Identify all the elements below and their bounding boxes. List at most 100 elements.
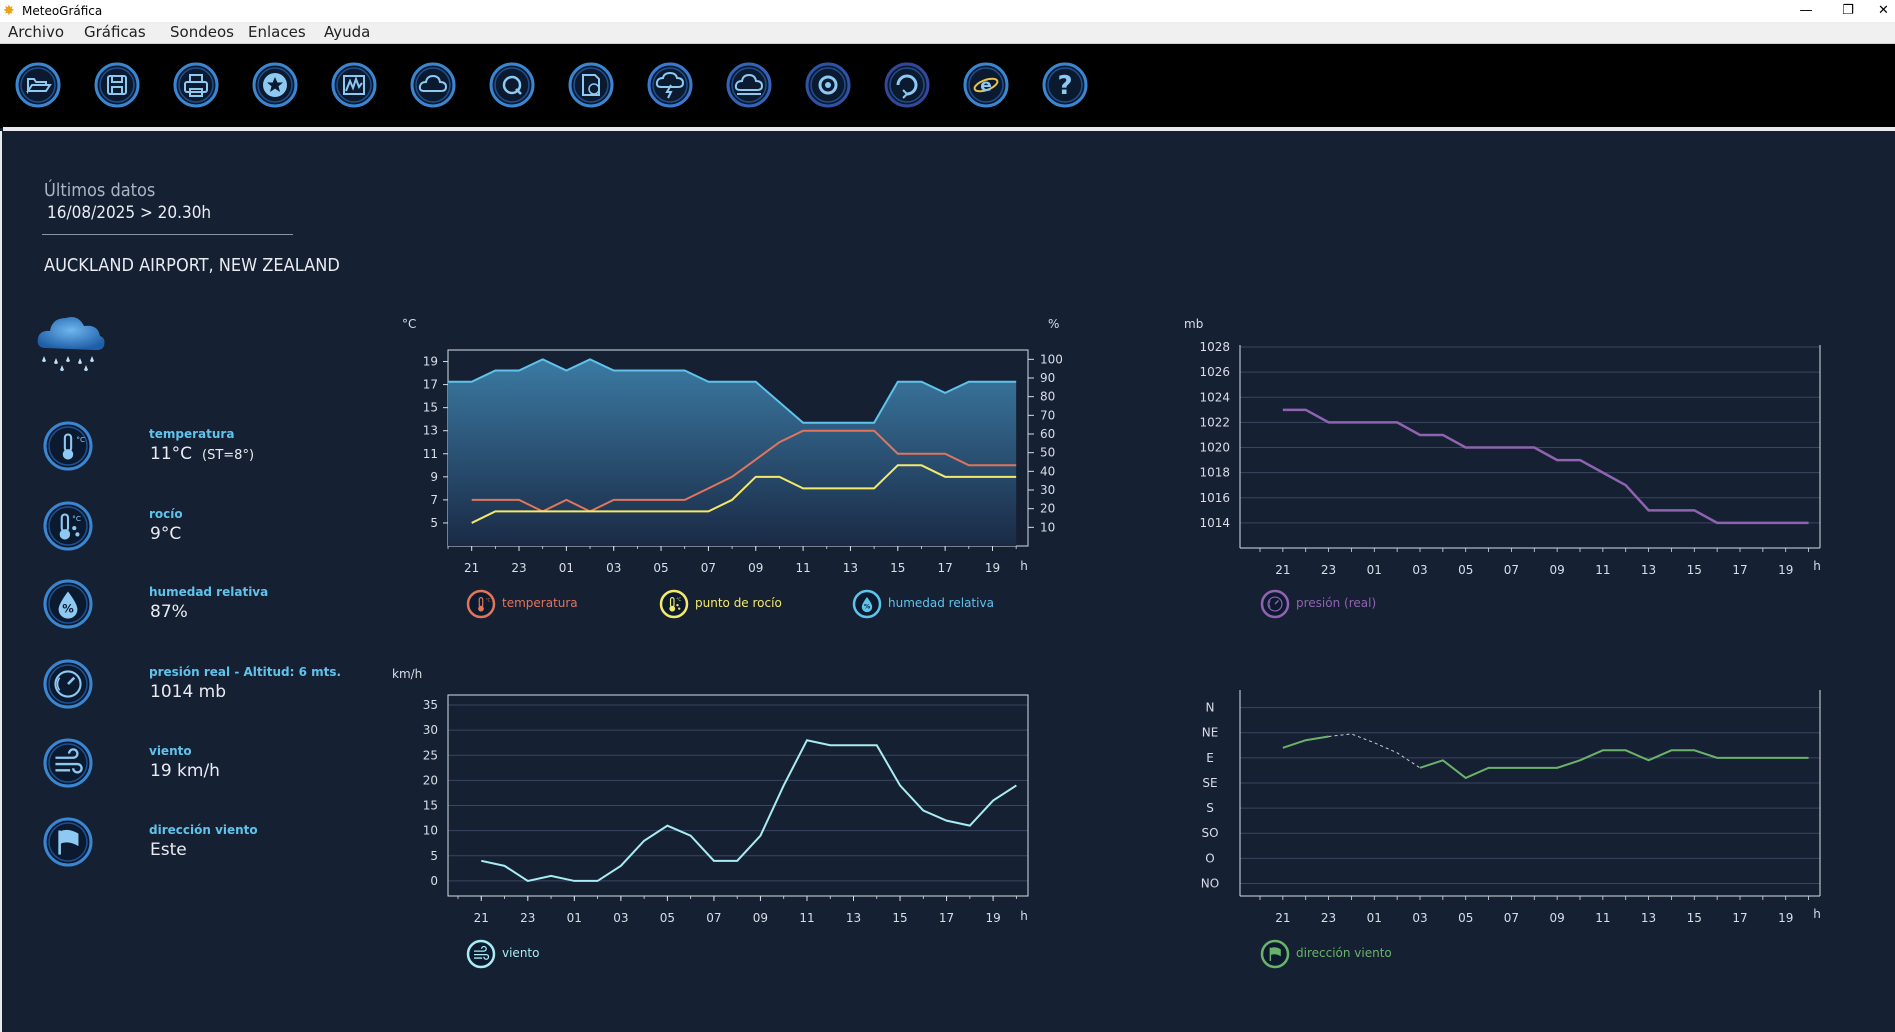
y-tick-label: 1014 (1199, 516, 1230, 530)
legend-label: presión (real) (1296, 596, 1377, 610)
y-tick-label: 35 (423, 698, 438, 712)
humidity-icon: % (852, 589, 882, 619)
y-tick-label: 1026 (1199, 365, 1230, 379)
x-tick-label: 11 (1595, 563, 1610, 577)
svg-text:%: % (62, 601, 74, 615)
cloud-outline-button[interactable] (725, 61, 773, 109)
feels-like-value: (ST=8°) (202, 448, 255, 463)
magnifier-button[interactable] (804, 61, 852, 109)
x-unit-label: h (1813, 907, 1821, 921)
menu-archivo[interactable]: Archivo (8, 23, 65, 41)
y2-tick-label: 100 (1040, 352, 1063, 366)
x-tick-label: 05 (1458, 563, 1473, 577)
x-tick-label: 09 (753, 911, 768, 925)
restore-button[interactable]: ❐ (1842, 3, 1854, 18)
legend-label: dirección viento (1296, 946, 1392, 960)
toolbar: e? (0, 44, 1895, 128)
svg-text:°C: °C (486, 598, 491, 603)
menu-enlaces[interactable]: Enlaces (248, 23, 306, 41)
y-tick-label: 0 (430, 874, 438, 888)
x-tick-label: 09 (748, 561, 763, 575)
x-tick-label: 09 (1550, 563, 1565, 577)
y-tick-label: 20 (423, 773, 438, 787)
y2-tick-label: 60 (1040, 427, 1055, 441)
barometer-icon (1260, 589, 1290, 619)
x-tick-label: 17 (1732, 911, 1747, 925)
y-tick-label: 5 (430, 516, 438, 530)
y-tick-label: 7 (430, 493, 438, 507)
print-button[interactable] (172, 61, 220, 109)
wind-speed-line (481, 739, 1017, 882)
y-tick-label: 5 (430, 849, 438, 863)
x-tick-label: 07 (1504, 911, 1519, 925)
x-unit-label: h (1813, 559, 1821, 573)
internet-explorer-icon: e (963, 62, 1009, 108)
x-tick-label: 21 (474, 911, 489, 925)
menu-sondeos[interactable]: Sondeos (170, 23, 234, 41)
humidity-area (448, 359, 1017, 546)
dewpoint-icon: °C (43, 501, 93, 551)
x-tick-label: 11 (795, 561, 810, 575)
cloud-icon (410, 62, 456, 108)
magnifier-icon (805, 62, 851, 108)
menu-graficas[interactable]: Gráficas (84, 23, 146, 41)
refresh-button[interactable] (883, 61, 931, 109)
x-tick-label: 13 (846, 911, 861, 925)
menu-bar: Archivo Gráficas Sondeos Enlaces Ayuda (0, 22, 1895, 44)
graph-button[interactable] (330, 61, 378, 109)
open-folder-icon (15, 62, 61, 108)
y2-unit-label: % (1048, 317, 1059, 331)
y-tick-label: 1022 (1199, 415, 1230, 429)
condition-label: presión real - Altitud: 6 mts. (149, 665, 342, 679)
condition-label: rocío (149, 507, 183, 521)
save-button[interactable] (93, 61, 141, 109)
svg-text:°C: °C (676, 597, 681, 602)
help-button[interactable]: ? (1041, 61, 1089, 109)
y-tick-label: 25 (423, 748, 438, 762)
y2-tick-label: 20 (1040, 502, 1055, 516)
x-tick-label: 01 (559, 561, 574, 575)
y-tick-label: S (1206, 801, 1214, 815)
x-tick-label: 03 (606, 561, 621, 575)
condition-label: temperatura (149, 427, 235, 441)
document-clock-button[interactable] (567, 61, 615, 109)
document-clock-icon (568, 62, 614, 108)
x-tick-label: 05 (653, 561, 668, 575)
y2-tick-label: 90 (1040, 371, 1055, 385)
legend-label: humedad relativa (888, 596, 994, 610)
close-button[interactable]: ✕ (1878, 3, 1889, 18)
x-tick-label: 01 (567, 911, 582, 925)
condition-value-text: Este (150, 840, 187, 860)
condition-value: 19 km/h (150, 761, 220, 781)
lightning-cloud-icon (647, 62, 693, 108)
y2-tick-label: 40 (1040, 464, 1055, 478)
x-tick-label: 17 (938, 561, 953, 575)
y-unit-label: mb (1184, 317, 1203, 331)
cloud-button[interactable] (409, 61, 457, 109)
lightning-cloud-button[interactable] (646, 61, 694, 109)
y-tick-label: 13 (423, 424, 438, 438)
summary-divider (42, 234, 293, 235)
condition-label: dirección viento (149, 823, 258, 837)
x-tick-label: 07 (1504, 563, 1519, 577)
x-tick-label: 05 (660, 911, 675, 925)
x-tick-label: 01 (1367, 563, 1382, 577)
x-tick-label: 21 (1275, 911, 1290, 925)
condition-value-text: 1014 mb (150, 682, 227, 702)
star-button[interactable] (251, 61, 299, 109)
summary-datetime: 16/08/2025 > 20.30h (47, 203, 212, 223)
search-q-button[interactable] (488, 61, 536, 109)
x-tick-label: 13 (843, 561, 858, 575)
internet-explorer-button[interactable]: e (962, 61, 1010, 109)
open-folder-button[interactable] (14, 61, 62, 109)
x-tick-label: 03 (613, 911, 628, 925)
x-tick-label: 23 (511, 561, 526, 575)
x-unit-label: h (1020, 909, 1028, 923)
legend-label: temperatura (502, 596, 578, 610)
x-tick-label: 07 (701, 561, 716, 575)
minimize-button[interactable]: — (1799, 3, 1813, 18)
svg-text:°C: °C (76, 435, 85, 444)
x-tick-label: 03 (1412, 911, 1427, 925)
x-tick-label: 15 (890, 561, 905, 575)
menu-ayuda[interactable]: Ayuda (324, 23, 371, 41)
